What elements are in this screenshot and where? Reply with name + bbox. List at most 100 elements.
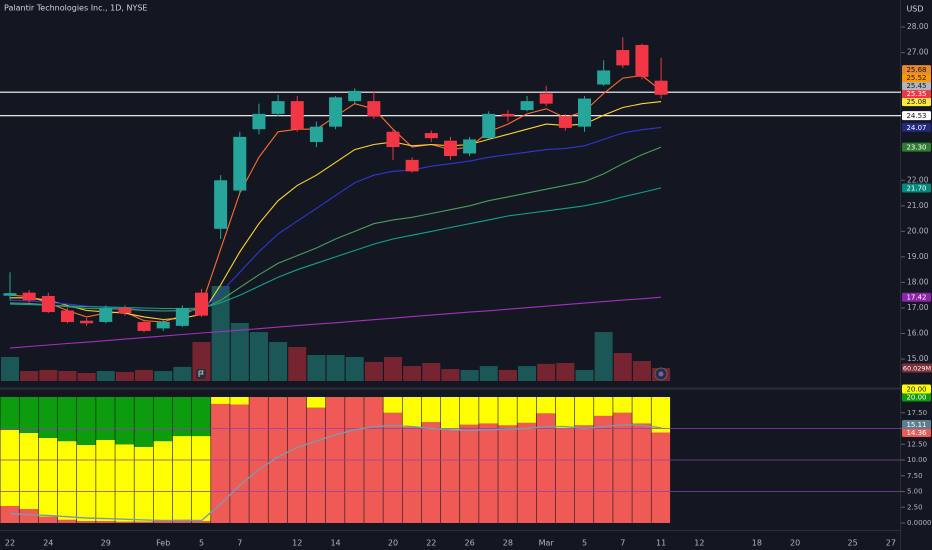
- stacked-segment: [38, 516, 58, 523]
- price-badge-label: 25.45: [906, 82, 926, 90]
- x-tick-label: 5: [582, 539, 587, 548]
- volume-bar: [556, 363, 575, 381]
- candle-body: [271, 101, 285, 114]
- price-badge-label: 21.70: [906, 184, 926, 192]
- volume-bar: [135, 369, 154, 381]
- price-badge: [902, 428, 931, 438]
- y-tick-label: 17.50: [907, 409, 927, 417]
- x-tick-label: 22: [5, 539, 15, 548]
- volume-bar: [77, 372, 96, 381]
- volume-bar: [211, 285, 230, 381]
- volume-bar: [364, 361, 383, 381]
- stacked-segment: [651, 432, 671, 523]
- stacked-segment: [77, 521, 96, 523]
- candle-body: [309, 126, 323, 142]
- stacked-segment: [77, 397, 96, 445]
- earnings-marker[interactable]: [654, 367, 668, 381]
- volume-bar: [441, 369, 460, 381]
- stacked-segment: [479, 397, 498, 424]
- volume-bar: [39, 369, 58, 381]
- price-badge-label: 25.08: [906, 98, 926, 106]
- stacked-segment: [479, 423, 498, 523]
- volume-bar: [575, 369, 594, 381]
- price-badge-label: 25.52: [906, 74, 926, 82]
- stacked-segment: [172, 397, 192, 437]
- stacked-segment: [383, 397, 402, 413]
- stacked-segment: [517, 422, 537, 523]
- volume-bar: [537, 363, 556, 381]
- candle-body: [424, 133, 438, 139]
- y-tick-label: 20.00: [907, 226, 929, 235]
- candle-body: [348, 90, 362, 102]
- stacked-segment: [613, 412, 632, 523]
- chart-title: Palantir Technologies Inc., 1D, NYSE: [4, 4, 147, 13]
- stacked-segment: [613, 397, 632, 413]
- x-tick-label: 25: [848, 539, 858, 548]
- stacked-segment: [306, 407, 326, 523]
- candle-body: [463, 139, 477, 154]
- candle-body: [329, 97, 343, 127]
- stacked-segment: [555, 397, 575, 429]
- y-tick-label: 16.00: [907, 329, 929, 338]
- candle-body: [80, 320, 94, 324]
- x-tick-label: 14: [330, 539, 340, 548]
- x-tick-label: 20: [388, 539, 398, 548]
- stacked-segment: [517, 397, 537, 423]
- price-badge-label: 24.07: [906, 124, 926, 132]
- candle-body: [290, 101, 304, 130]
- candle-body: [233, 136, 247, 191]
- y-tick-label: 10.00: [907, 456, 927, 464]
- candle-body: [578, 98, 591, 127]
- price-badge-label: 25.68: [906, 66, 926, 74]
- x-tick-label: 29: [101, 539, 111, 548]
- stacked-segment: [402, 397, 422, 428]
- stacked-segment: [594, 397, 613, 416]
- y-tick-label: 21.00: [907, 201, 929, 210]
- volume-bar: [307, 355, 326, 381]
- stacked-segment: [19, 397, 39, 433]
- stacked-segment: [383, 412, 402, 523]
- stacked-segment: [172, 436, 192, 520]
- volume-bar: [384, 356, 402, 381]
- volume-bar: [403, 366, 422, 381]
- candle-body: [252, 113, 266, 130]
- stacked-segment: [191, 397, 211, 437]
- x-tick-label: 28: [503, 539, 513, 548]
- currency-label: USD: [906, 5, 923, 14]
- stacked-segment: [594, 415, 613, 523]
- stacked-segment: [57, 519, 77, 523]
- stacked-segment: [191, 436, 211, 522]
- volume-bar: [115, 371, 134, 381]
- stacked-segment: [134, 397, 154, 447]
- candle-body: [558, 116, 572, 128]
- price-badge-label: 14.36: [906, 429, 927, 437]
- price-badge: [902, 81, 931, 91]
- average-line: [9, 423, 662, 522]
- stacked-segment: [134, 521, 154, 523]
- volume-bar: [58, 371, 77, 381]
- stacked-segment: [230, 397, 249, 405]
- x-tick-label: 7: [237, 539, 242, 548]
- y-tick-label: 0.0000: [907, 519, 932, 527]
- volume-bar: [613, 353, 632, 381]
- candle-body: [597, 70, 611, 85]
- volume-badge-label: 60.029M: [903, 365, 931, 373]
- x-tick-label: 20: [790, 539, 800, 548]
- stacked-segment: [115, 444, 134, 522]
- y-tick-label: 28.00: [907, 22, 929, 31]
- stacked-segment: [440, 397, 460, 430]
- stacked-segment: [498, 425, 517, 523]
- y-tick-label: 18.00: [907, 277, 929, 286]
- volume-bar: [594, 332, 613, 381]
- stacked-segment: [134, 446, 154, 522]
- x-tick-label: 7: [620, 539, 625, 548]
- candle-body: [616, 50, 630, 66]
- candle-body: [22, 292, 36, 301]
- stacked-segment: [77, 444, 96, 522]
- stacked-segment: [0, 429, 19, 506]
- event-flag[interactable]: [196, 369, 206, 379]
- stacked-segment: [230, 404, 249, 523]
- y-tick-label: 22.00: [907, 175, 929, 184]
- stacked-segment: [38, 397, 58, 438]
